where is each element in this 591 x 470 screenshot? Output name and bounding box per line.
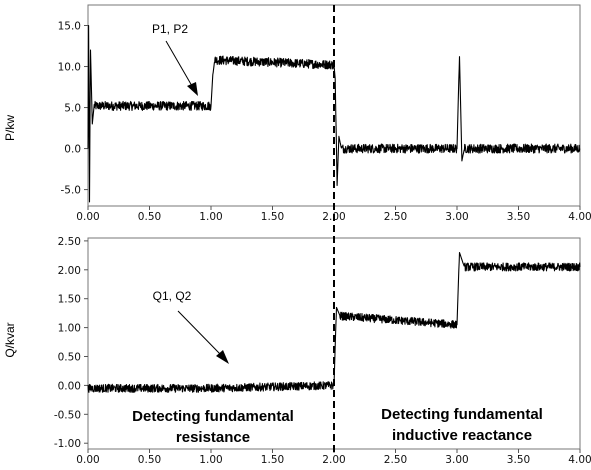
y-tick-label: -0.50 bbox=[54, 409, 81, 421]
x-tick-label: 3.50 bbox=[507, 211, 530, 223]
x-tick-label: 4.00 bbox=[568, 211, 591, 223]
x-tick-label: 2.50 bbox=[384, 211, 407, 223]
y-tick-label: -1.00 bbox=[54, 438, 81, 450]
y-tick-label: 15.0 bbox=[58, 21, 81, 33]
y-tick-label: 2.50 bbox=[58, 236, 81, 248]
y-tick-label: 1.50 bbox=[58, 294, 81, 306]
x-tick-label: 1.50 bbox=[261, 211, 284, 223]
y-tick-label: -5.0 bbox=[61, 185, 82, 197]
x-tick-label: 3.50 bbox=[507, 454, 530, 466]
x-tick-label: 1.50 bbox=[261, 454, 284, 466]
x-tick-label: 3.00 bbox=[445, 454, 468, 466]
x-tick-label: 0.50 bbox=[138, 211, 161, 223]
x-tick-label: 1.00 bbox=[199, 211, 222, 223]
label-reactance-line2: inductive reactance bbox=[392, 427, 532, 444]
y-tick-label: 10.0 bbox=[58, 62, 81, 74]
y-tick-label: 0.50 bbox=[58, 352, 81, 364]
y-axis-label-reactive: Q/kvar bbox=[3, 322, 17, 357]
x-tick-label: 2.50 bbox=[384, 454, 407, 466]
label-resistance-line1: Detecting fundamental bbox=[132, 408, 294, 425]
x-tick-label: 0.50 bbox=[138, 454, 161, 466]
y-tick-label: 1.00 bbox=[58, 323, 81, 335]
y-tick-label: 0.00 bbox=[58, 380, 81, 392]
x-tick-label: 0.00 bbox=[76, 454, 99, 466]
annotation-arrow-reactive bbox=[177, 310, 229, 364]
annotation-p1-p2: P1, P2 bbox=[152, 22, 188, 36]
panel-reactive: 0.00 0.50 1.00 1.50 2.00 2.50 3.00 3.50 4.00 2.5… bbox=[3, 236, 591, 466]
panel-power: 0.000.501.001.502.002.503.003.504.00 15.… bbox=[3, 4, 591, 223]
x-tick-label: 3.00 bbox=[445, 211, 468, 223]
x-tick-label: 4.00 bbox=[568, 454, 591, 466]
y-tick-label: 0.0 bbox=[64, 144, 81, 156]
annotation-arrow-power bbox=[165, 40, 198, 96]
x-tick-label: 0.00 bbox=[76, 211, 99, 223]
y-tick-label: 2.00 bbox=[58, 265, 81, 277]
y-axis-label-power: P/kw bbox=[3, 115, 17, 141]
label-resistance-line2: resistance bbox=[176, 429, 250, 446]
y-tick-label: 5.0 bbox=[64, 103, 81, 115]
label-reactance-line1: Detecting fundamental bbox=[381, 406, 543, 423]
annotation-q1-q2: Q1, Q2 bbox=[153, 289, 192, 303]
x-tick-label: 1.00 bbox=[199, 454, 222, 466]
x-tick-label: 2.00 bbox=[322, 454, 345, 466]
